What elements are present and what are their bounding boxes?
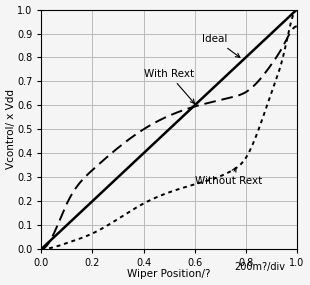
Text: Ideal: Ideal [202,34,240,58]
Text: Without Rext: Without Rext [195,168,262,186]
Y-axis label: Vcontrol/ x Vdd: Vcontrol/ x Vdd [6,89,16,169]
X-axis label: Wiper Position/?: Wiper Position/? [127,269,211,280]
Text: 200m?/div: 200m?/div [234,262,285,272]
Text: With Rext: With Rext [144,69,195,103]
